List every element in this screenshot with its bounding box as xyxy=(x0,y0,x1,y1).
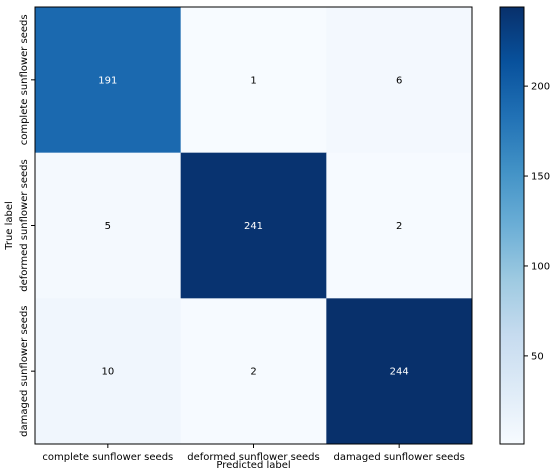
heatmap-cell xyxy=(180,7,327,154)
cell-value-label: 1 xyxy=(250,75,256,86)
cell-value-label: 6 xyxy=(396,75,402,86)
y-axis-label: True label xyxy=(4,201,15,251)
colorbar xyxy=(499,6,525,445)
heatmap-cell xyxy=(180,298,327,445)
colorbar-tick-label: 100 xyxy=(531,261,550,272)
heatmap-cell xyxy=(35,152,182,299)
heatmap-cells xyxy=(35,7,473,445)
cell-value-label: 5 xyxy=(105,221,111,232)
heatmap-cell-labels: 191 1 6 5 241 2 10 2 244 xyxy=(98,75,408,377)
x-tick-label: damaged sunflower seeds xyxy=(333,452,464,463)
y-tick-label: damaged sunflower seeds xyxy=(19,305,30,436)
y-tick-label: deformed sunflower seeds xyxy=(19,159,30,292)
heatmap-cell xyxy=(326,298,473,445)
colorbar-tick-label: 200 xyxy=(531,82,550,93)
heatmap-cell xyxy=(35,7,182,154)
colorbar-tick-label: 50 xyxy=(531,351,544,362)
cell-value-label: 244 xyxy=(390,367,409,378)
heatmap-cell xyxy=(326,152,473,299)
x-tick-label: deformed sunflower seeds xyxy=(187,452,320,463)
heatmap-cell xyxy=(326,7,473,154)
y-axis-ticks: complete sunflower seeds deformed sunflow… xyxy=(19,14,35,437)
cell-value-label: 2 xyxy=(396,221,402,232)
cell-value-label: 191 xyxy=(98,75,117,86)
x-axis-label: Predicted label xyxy=(216,460,290,471)
x-tick-label: complete sunflower seeds xyxy=(42,452,173,463)
colorbar-tick-label: 150 xyxy=(531,172,550,183)
cell-value-label: 2 xyxy=(250,367,256,378)
heatmap-cell xyxy=(35,298,182,445)
x-axis-ticks: complete sunflower seeds deformed sunflow… xyxy=(42,444,465,463)
cell-value-label: 241 xyxy=(244,221,263,232)
heatmap-cell xyxy=(180,152,327,299)
colorbar-ticks: 50 100 150 200 xyxy=(524,82,550,362)
y-tick-label: complete sunflower seeds xyxy=(19,14,30,145)
cell-value-label: 10 xyxy=(101,367,114,378)
